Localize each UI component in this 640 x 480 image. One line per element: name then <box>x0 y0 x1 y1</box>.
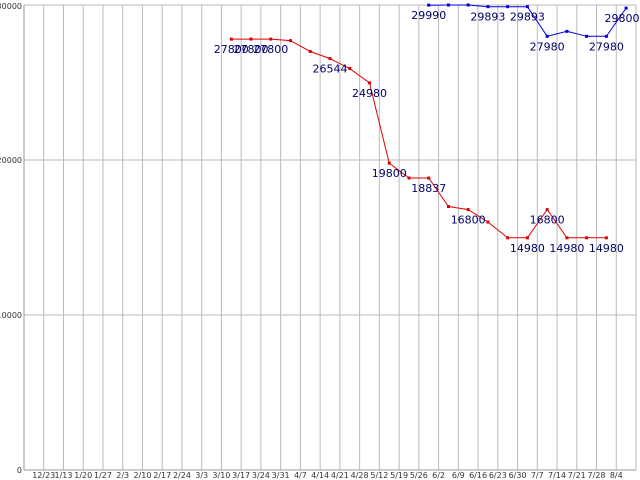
x-tick-label: 2/24 <box>173 471 191 480</box>
data-label: 27980 <box>530 40 565 53</box>
data-point <box>289 39 293 43</box>
data-point <box>348 67 352 71</box>
data-point <box>427 3 431 7</box>
data-label: 16800 <box>451 214 486 227</box>
data-point <box>545 34 549 38</box>
data-point <box>269 37 273 41</box>
data-point <box>506 5 510 9</box>
x-tick-label: 2/17 <box>153 471 171 480</box>
data-point <box>545 208 549 212</box>
data-point <box>565 236 569 240</box>
x-tick-label: 3/31 <box>272 471 290 480</box>
data-point <box>427 176 431 180</box>
x-tick-label: 6/9 <box>452 471 465 480</box>
data-point <box>466 3 470 7</box>
data-label: 29893 <box>470 11 505 24</box>
data-label: 19800 <box>372 167 407 180</box>
x-tick-label: 6/16 <box>469 471 487 480</box>
x-tick-label: 4/7 <box>294 471 307 480</box>
data-point <box>308 50 312 53</box>
x-tick-label: 2/3 <box>116 471 129 480</box>
data-point <box>367 81 371 85</box>
data-label: 29800 <box>605 12 640 25</box>
data-label: 27800 <box>234 43 269 56</box>
data-label: 14980 <box>589 242 624 255</box>
x-tick-label: 3/3 <box>195 471 208 480</box>
y-tick-label: 0 <box>17 466 22 475</box>
data-label: 29893 <box>510 11 545 24</box>
y-tick-label: 30000 <box>0 2 22 11</box>
data-label: 26544 <box>313 63 348 76</box>
data-point <box>446 3 450 7</box>
x-tick-label: 4/21 <box>331 471 349 480</box>
data-point <box>446 205 450 208</box>
x-tick-label: 3/17 <box>232 471 250 480</box>
data-point <box>624 6 628 10</box>
data-label: 29990 <box>411 9 446 22</box>
x-tick-label: 1/20 <box>74 471 92 480</box>
x-tick-label: 2/10 <box>133 471 151 480</box>
x-tick-label: 12/23 <box>32 471 55 480</box>
x-tick-label: 5/19 <box>390 471 408 480</box>
data-labels: 2780027800278002654424980198001883716800… <box>214 9 640 255</box>
x-tick-label: 7/7 <box>531 471 544 480</box>
x-tick-label: 6/23 <box>489 471 507 480</box>
data-label: 24980 <box>352 87 387 100</box>
data-point <box>466 208 470 212</box>
data-point <box>585 236 589 240</box>
y-tick-label: 20000 <box>0 156 22 165</box>
y-tick-label: 10000 <box>0 311 22 320</box>
x-tick-label: 3/24 <box>252 471 270 480</box>
x-tick-label: 4/14 <box>311 471 329 480</box>
data-point <box>506 236 510 240</box>
data-point <box>407 176 411 180</box>
data-label: 27980 <box>589 40 624 53</box>
x-tick-label: 7/28 <box>588 471 606 480</box>
x-tick-label: 3/10 <box>212 471 230 480</box>
data-point <box>387 161 391 165</box>
data-label: 14980 <box>549 242 584 255</box>
data-point <box>249 37 253 41</box>
data-point <box>604 34 608 38</box>
data-point <box>328 57 332 61</box>
data-point <box>525 5 529 9</box>
series <box>229 3 628 240</box>
x-tick-label: 6/2 <box>432 471 445 480</box>
data-point <box>486 220 490 224</box>
x-tick-label: 5/26 <box>410 471 428 480</box>
series-line <box>231 38 607 239</box>
data-point <box>565 29 569 33</box>
data-point <box>486 5 490 9</box>
x-tick-label: 7/21 <box>568 471 586 480</box>
data-label: 16800 <box>530 214 565 227</box>
x-tick-label: 1/13 <box>54 471 72 480</box>
data-point <box>229 37 233 41</box>
data-label: 27800 <box>214 43 249 56</box>
data-label: 27800 <box>253 43 288 56</box>
data-point <box>604 236 608 240</box>
data-label: 18837 <box>411 182 446 195</box>
x-tick-label: 1/27 <box>94 471 112 480</box>
data-label: 14980 <box>510 242 545 255</box>
x-tick-label: 5/12 <box>370 471 388 480</box>
data-point <box>525 236 529 240</box>
x-tick-label: 4/28 <box>351 471 369 480</box>
x-tick-label: 8/4 <box>610 471 623 480</box>
x-tick-label: 6/30 <box>509 471 527 480</box>
x-tick-label: 7/14 <box>548 471 566 480</box>
data-point <box>585 34 589 38</box>
